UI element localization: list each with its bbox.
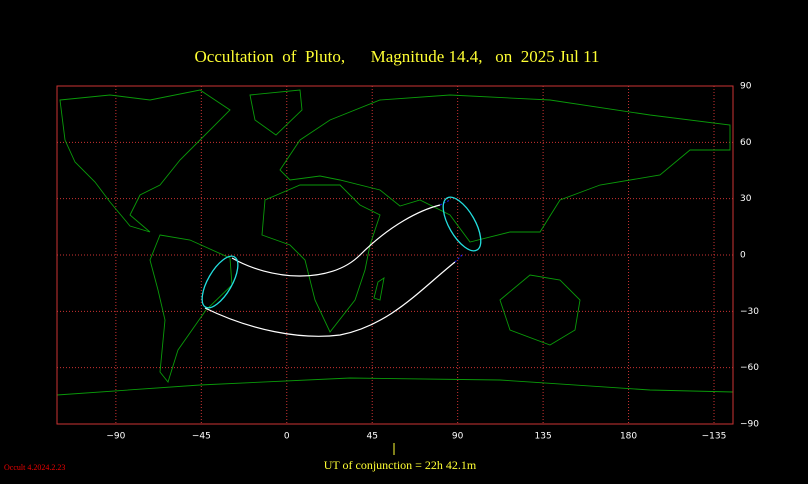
x-tick-label: −90 [106, 432, 125, 442]
x-tick-label: −45 [192, 432, 211, 442]
sunset-ellipse [442, 196, 482, 252]
x-tick-label: −135 [702, 432, 727, 442]
eurasia [279, 94, 731, 243]
x-tick-label: 0 [284, 432, 290, 442]
map-frame [56, 85, 734, 425]
conjunction-label: UT of conjunction = 22h 42.1m [324, 458, 477, 472]
x-tick-label: 180 [620, 432, 637, 442]
path-north-limit [231, 204, 441, 277]
x-tick-label: 135 [535, 432, 552, 442]
path-south-limit [204, 261, 456, 337]
africa [261, 184, 381, 333]
madagascar [373, 277, 385, 301]
y-tick-label: −30 [740, 307, 759, 317]
australia [499, 274, 581, 346]
south-america [149, 234, 233, 383]
version-label: Occult 4.2024.2.23 [4, 463, 65, 472]
coastlines [56, 89, 734, 396]
title: Occultation of Pluto, Magnitude 14.4, on… [195, 47, 600, 66]
y-tick-label: 30 [740, 194, 752, 204]
sunrise-ellipse [201, 255, 239, 309]
north-america [59, 89, 231, 233]
y-tick-label: −90 [740, 420, 759, 430]
y-tick-label: −60 [740, 363, 759, 373]
path-extension [439, 199, 451, 206]
x-tick-label: 45 [366, 432, 377, 442]
y-tick-label: 90 [740, 82, 752, 92]
grid [57, 85, 733, 425]
path-extension [454, 254, 463, 263]
greenland [249, 89, 303, 136]
y-tick-label: 60 [740, 138, 752, 148]
occultation-path [201, 196, 482, 337]
y-tick-label: 0 [740, 251, 746, 261]
x-tick-label: 90 [452, 432, 464, 442]
antarctica [56, 377, 734, 396]
